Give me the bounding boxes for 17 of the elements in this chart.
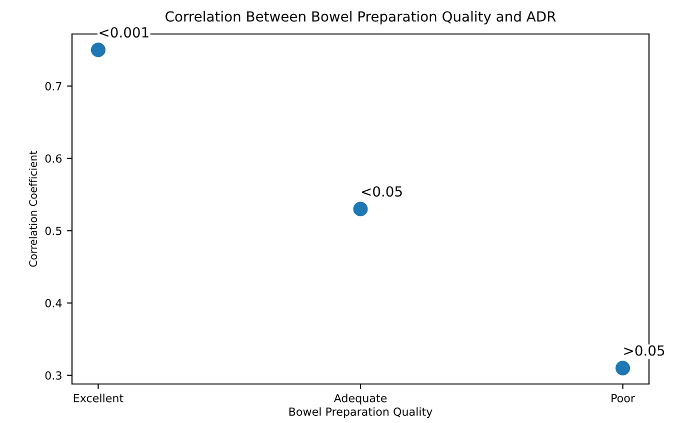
annotation: >0.05 bbox=[624, 345, 664, 356]
x-tick-label: Excellent bbox=[74, 394, 124, 402]
annotation: <0.001 bbox=[100, 27, 148, 38]
y-tick-label: 0.3 bbox=[45, 371, 62, 380]
point bbox=[615, 360, 630, 376]
chart-title: Correlation Between Bowel Preparation Quality and ADR bbox=[166, 10, 556, 24]
point bbox=[353, 202, 368, 216]
y-axis-title: Correlation Coefficient bbox=[28, 150, 38, 267]
x-axis-title: Bowel Preparation Quality bbox=[289, 407, 432, 418]
y-tick-label: 0.4 bbox=[45, 298, 62, 308]
y-tick-label: 0.7 bbox=[45, 82, 62, 90]
x-tick-label: Adequate bbox=[334, 394, 387, 404]
y-tick-label: 0.6 bbox=[45, 154, 62, 163]
annotation: <0.05 bbox=[362, 186, 402, 197]
y-tick-label: 0.5 bbox=[45, 226, 62, 236]
point bbox=[90, 42, 106, 58]
x-tick-label: Poor bbox=[612, 394, 636, 402]
